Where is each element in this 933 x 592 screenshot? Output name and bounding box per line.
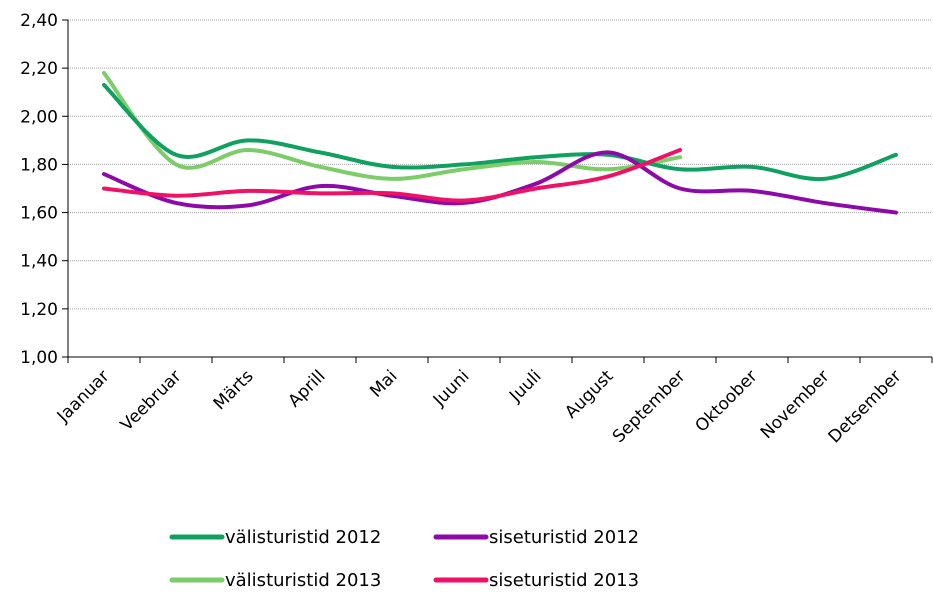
x-tick-label: Jaanuar [53, 366, 114, 427]
x-tick-label: Aprill [285, 366, 330, 411]
y-tick-label: 2,00 [20, 107, 58, 127]
legend-label: välisturistid 2013 [225, 570, 381, 591]
gridlines [68, 19, 932, 310]
legend-label: siseturistid 2012 [489, 527, 639, 548]
series-lines [102, 70, 898, 215]
x-tick-label: Mai [366, 366, 401, 401]
y-tick-label: 1,60 [20, 204, 58, 224]
x-tick-label: Juuni [429, 366, 474, 411]
y-tick-label: 2,40 [20, 11, 58, 31]
y-tick-label: 1,00 [20, 348, 58, 368]
series-line [102, 70, 682, 181]
y-tick-label: 2,20 [20, 59, 58, 79]
axes [67, 20, 932, 358]
x-tick-label: November [757, 366, 834, 443]
y-tick-label: 1,20 [20, 300, 58, 320]
x-tick-label: August [561, 366, 617, 422]
y-tick-label: 1,80 [20, 155, 58, 175]
legend: välisturistid 2012 siseturistid 2012 välis… [169, 527, 639, 591]
legend-label: välisturistid 2012 [225, 527, 381, 548]
x-tick-label: Detsember [825, 366, 906, 447]
x-axis-ticks: Jaanuar Veebruar Märts Aprill Mai Juuni Juuli A… [53, 357, 933, 447]
x-tick-label: Märts [210, 366, 258, 414]
legend-label: siseturistid 2013 [489, 570, 639, 591]
x-tick-label: September [609, 366, 690, 447]
series-line [102, 82, 898, 182]
x-tick-label: Juuli [505, 366, 545, 406]
x-tick-label: Veebruar [117, 366, 186, 435]
y-axis-ticks: 1,00 1,20 1,40 1,60 1,80 2,00 2,20 2,40 [20, 11, 68, 368]
y-tick-label: 1,40 [20, 252, 58, 272]
x-tick-label: Oktoober [692, 366, 762, 436]
series-line [102, 147, 682, 203]
